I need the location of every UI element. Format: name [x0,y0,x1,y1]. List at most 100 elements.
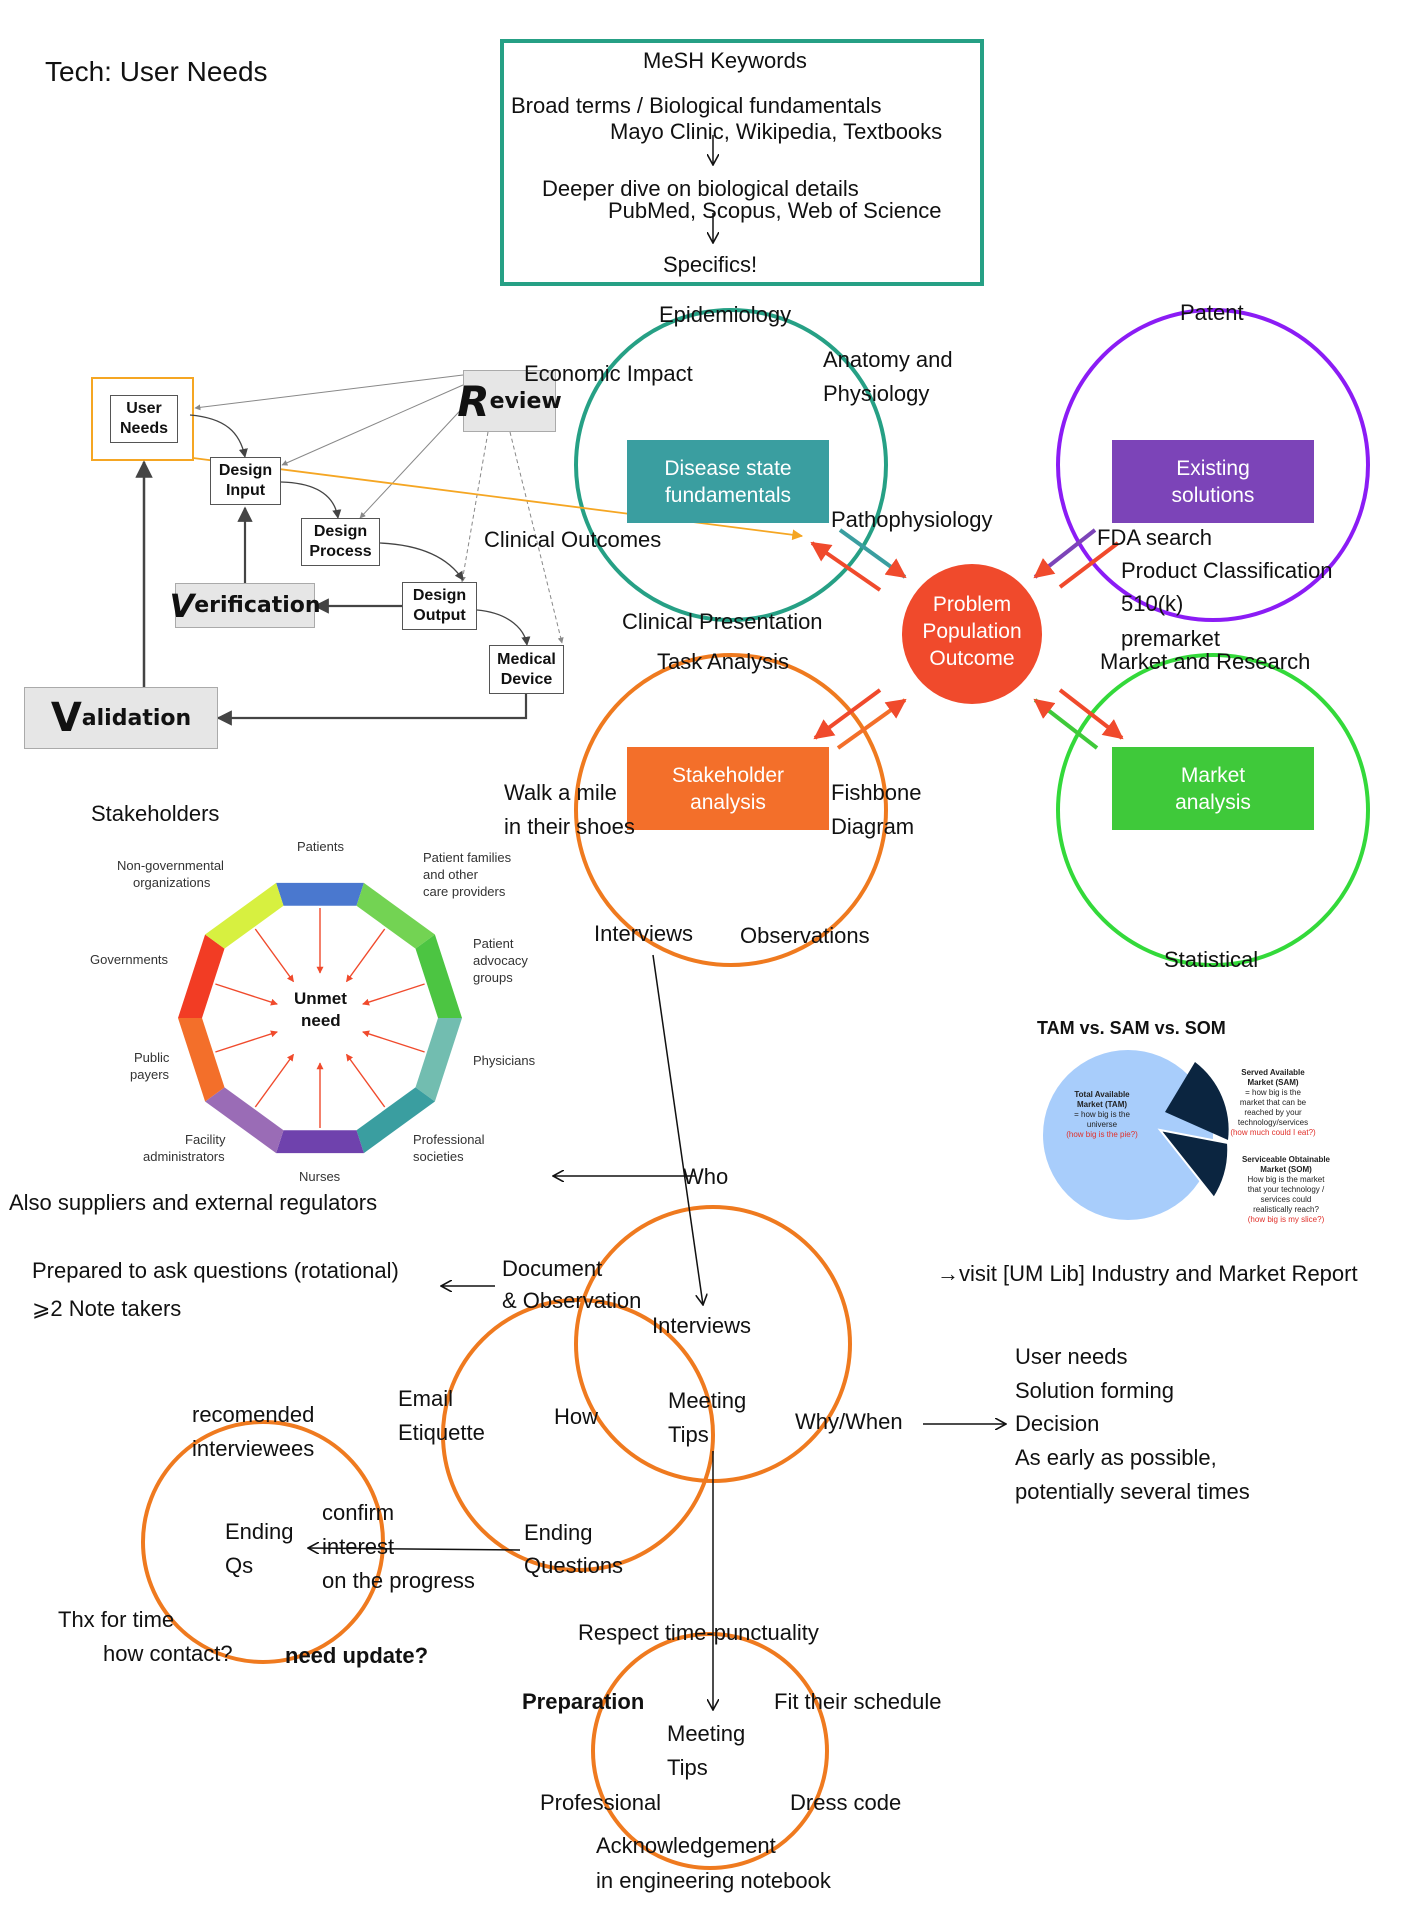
label-market-research: Market and Research [1100,649,1311,674]
mesh-specifics: Specifics! [663,252,758,277]
label-economic-impact: Economic Impact [524,361,693,386]
label-user-needs-why: User needs [1015,1344,1128,1369]
label-thx: Thx for time [58,1607,175,1632]
label-need-update: need update? [285,1643,429,1668]
ending-qs-circle [141,1420,385,1664]
tam-text: Total Available Market (TAM) = how big is… [1066,1090,1138,1139]
label-professional: Professional [540,1790,662,1815]
label-email: Email [398,1386,454,1411]
label-interest: interest [322,1534,395,1559]
arrow-existing-to-problem [1033,528,1097,579]
label-ending-qs-2: Qs [225,1553,254,1578]
user-needs-highlight [91,377,194,461]
decagon-segment [356,1087,435,1154]
problem-circle [902,564,1042,704]
decagon-segment [178,1018,225,1102]
design-process-box: Design Process [301,518,380,566]
unmet-need-arrow [345,1053,386,1108]
arrow-stakeholder-to-problem [836,698,907,750]
sh-advocacy-2: advocacy [473,953,528,968]
sh-ngo-2: organizations [133,875,211,890]
market-analysis-box: Market analysis [1112,747,1314,830]
sh-advocacy-1: Patient [473,936,514,951]
user-needs-to-problem [192,457,804,541]
review-to-design-output [459,431,489,583]
label-note-takers: ⩾2 Note takers [32,1296,182,1321]
sh-governments: Governments [90,952,169,967]
sam-text: Served Available Market (SAM) = how big i… [1230,1068,1316,1137]
sh-payers-2: payers [130,1067,170,1082]
unmet-need-arrow [254,1053,295,1108]
user-needs-to-design-input [189,414,248,458]
sh-advocacy-3: groups [473,970,513,985]
label-in-their-shoes: in their shoes [504,814,635,839]
stakeholder-analysis-box: Stakeholder analysis [627,747,829,830]
existing-solutions-circle [1056,308,1370,622]
sh-facility-2: administrators [143,1149,225,1164]
arrow-problem-to-market [1058,688,1124,740]
label-meeting: Meeting [668,1388,747,1413]
mesh-deeper-sources: PubMed, Scopus, Web of Science [608,198,942,223]
market-circle [1056,653,1370,967]
arrow-problem-to-stakeholder [813,688,882,740]
label-observation: & Observation [502,1288,642,1313]
interviews-to-interviews [652,954,703,1305]
label-fit-schedule: Fit their schedule [774,1689,942,1714]
unmet-need-arrow [215,983,278,1006]
medical-device-box: Medical Device [489,645,564,694]
arrow-market-to-problem [1033,698,1099,750]
decagon-segment [205,1087,284,1154]
tam-title: TAM vs. SAM vs. SOM [1037,1018,1226,1038]
sh-professional-2: societies [413,1149,464,1164]
label-patent: Patent [1180,300,1244,325]
label-respect-time: Respect time-punctuality [578,1620,819,1645]
mesh-deeper: Deeper dive on biological details [542,176,859,201]
arrow-problem-to-disease [810,541,882,592]
label-decision: Decision [1015,1411,1100,1436]
ending-to-ending-qs [308,1548,521,1550]
label-meeting-2: Meeting [667,1721,746,1746]
review-to-design-process [359,399,471,519]
problem-label: Problem Population Outcome [922,593,1022,670]
label-etiquette: Etiquette [398,1420,485,1445]
mesh-broad-sources: Mayo Clinic, Wikipedia, Textbooks [610,119,943,144]
sh-payers-1: Public [134,1050,170,1065]
label-on-the-progress: on the progress [322,1568,475,1593]
label-ending-qs-1: Ending [225,1519,294,1544]
arrow-problem-to-existing [1058,541,1120,589]
review-to-design-input [281,384,464,466]
label-interviews: Interviews [652,1313,752,1338]
unmet-need-arrow [345,928,386,983]
label-acknowledgement: Acknowledgement [596,1833,776,1858]
user-needs-box: User Needs [110,395,178,443]
sh-ngo-1: Non-governmental [117,858,224,873]
mesh-broad: Broad terms / Biological fundamentals [511,93,882,118]
label-why-when: Why/When [795,1409,903,1434]
decagon-segment [415,934,462,1018]
decagon-segment [356,882,435,949]
label-recomended: recomended [192,1402,315,1427]
label-stakeholders: Stakeholders [91,801,220,826]
design-input-box: Design Input [210,457,281,505]
label-physiology: Physiology [823,381,930,406]
label-how-contact: how contact? [103,1641,233,1666]
label-anatomy: Anatomy and [823,347,953,372]
mesh-keywords-frame [500,39,984,286]
label-tips-2: Tips [667,1755,708,1780]
disease-state-box: Disease state fundamentals [627,440,829,523]
label-product-classification: Product Classification [1121,558,1333,583]
review-to-user-needs [194,374,464,411]
label-510k: 510(k) [1121,591,1184,616]
tam-pie [1043,1050,1230,1220]
label-as-early: As early as possible, [1015,1445,1217,1470]
unmet-need-arrow [215,1030,278,1053]
som-text: Serviceable Obtainable Market (SOM) How b… [1241,1155,1331,1224]
label-document: Document [502,1256,603,1281]
review-to-medical-device [509,431,564,644]
design-output-to-device [476,609,531,646]
device-to-validation [216,694,528,726]
sh-nurses: Nurses [299,1169,341,1184]
label-observations: Observations [740,923,870,948]
